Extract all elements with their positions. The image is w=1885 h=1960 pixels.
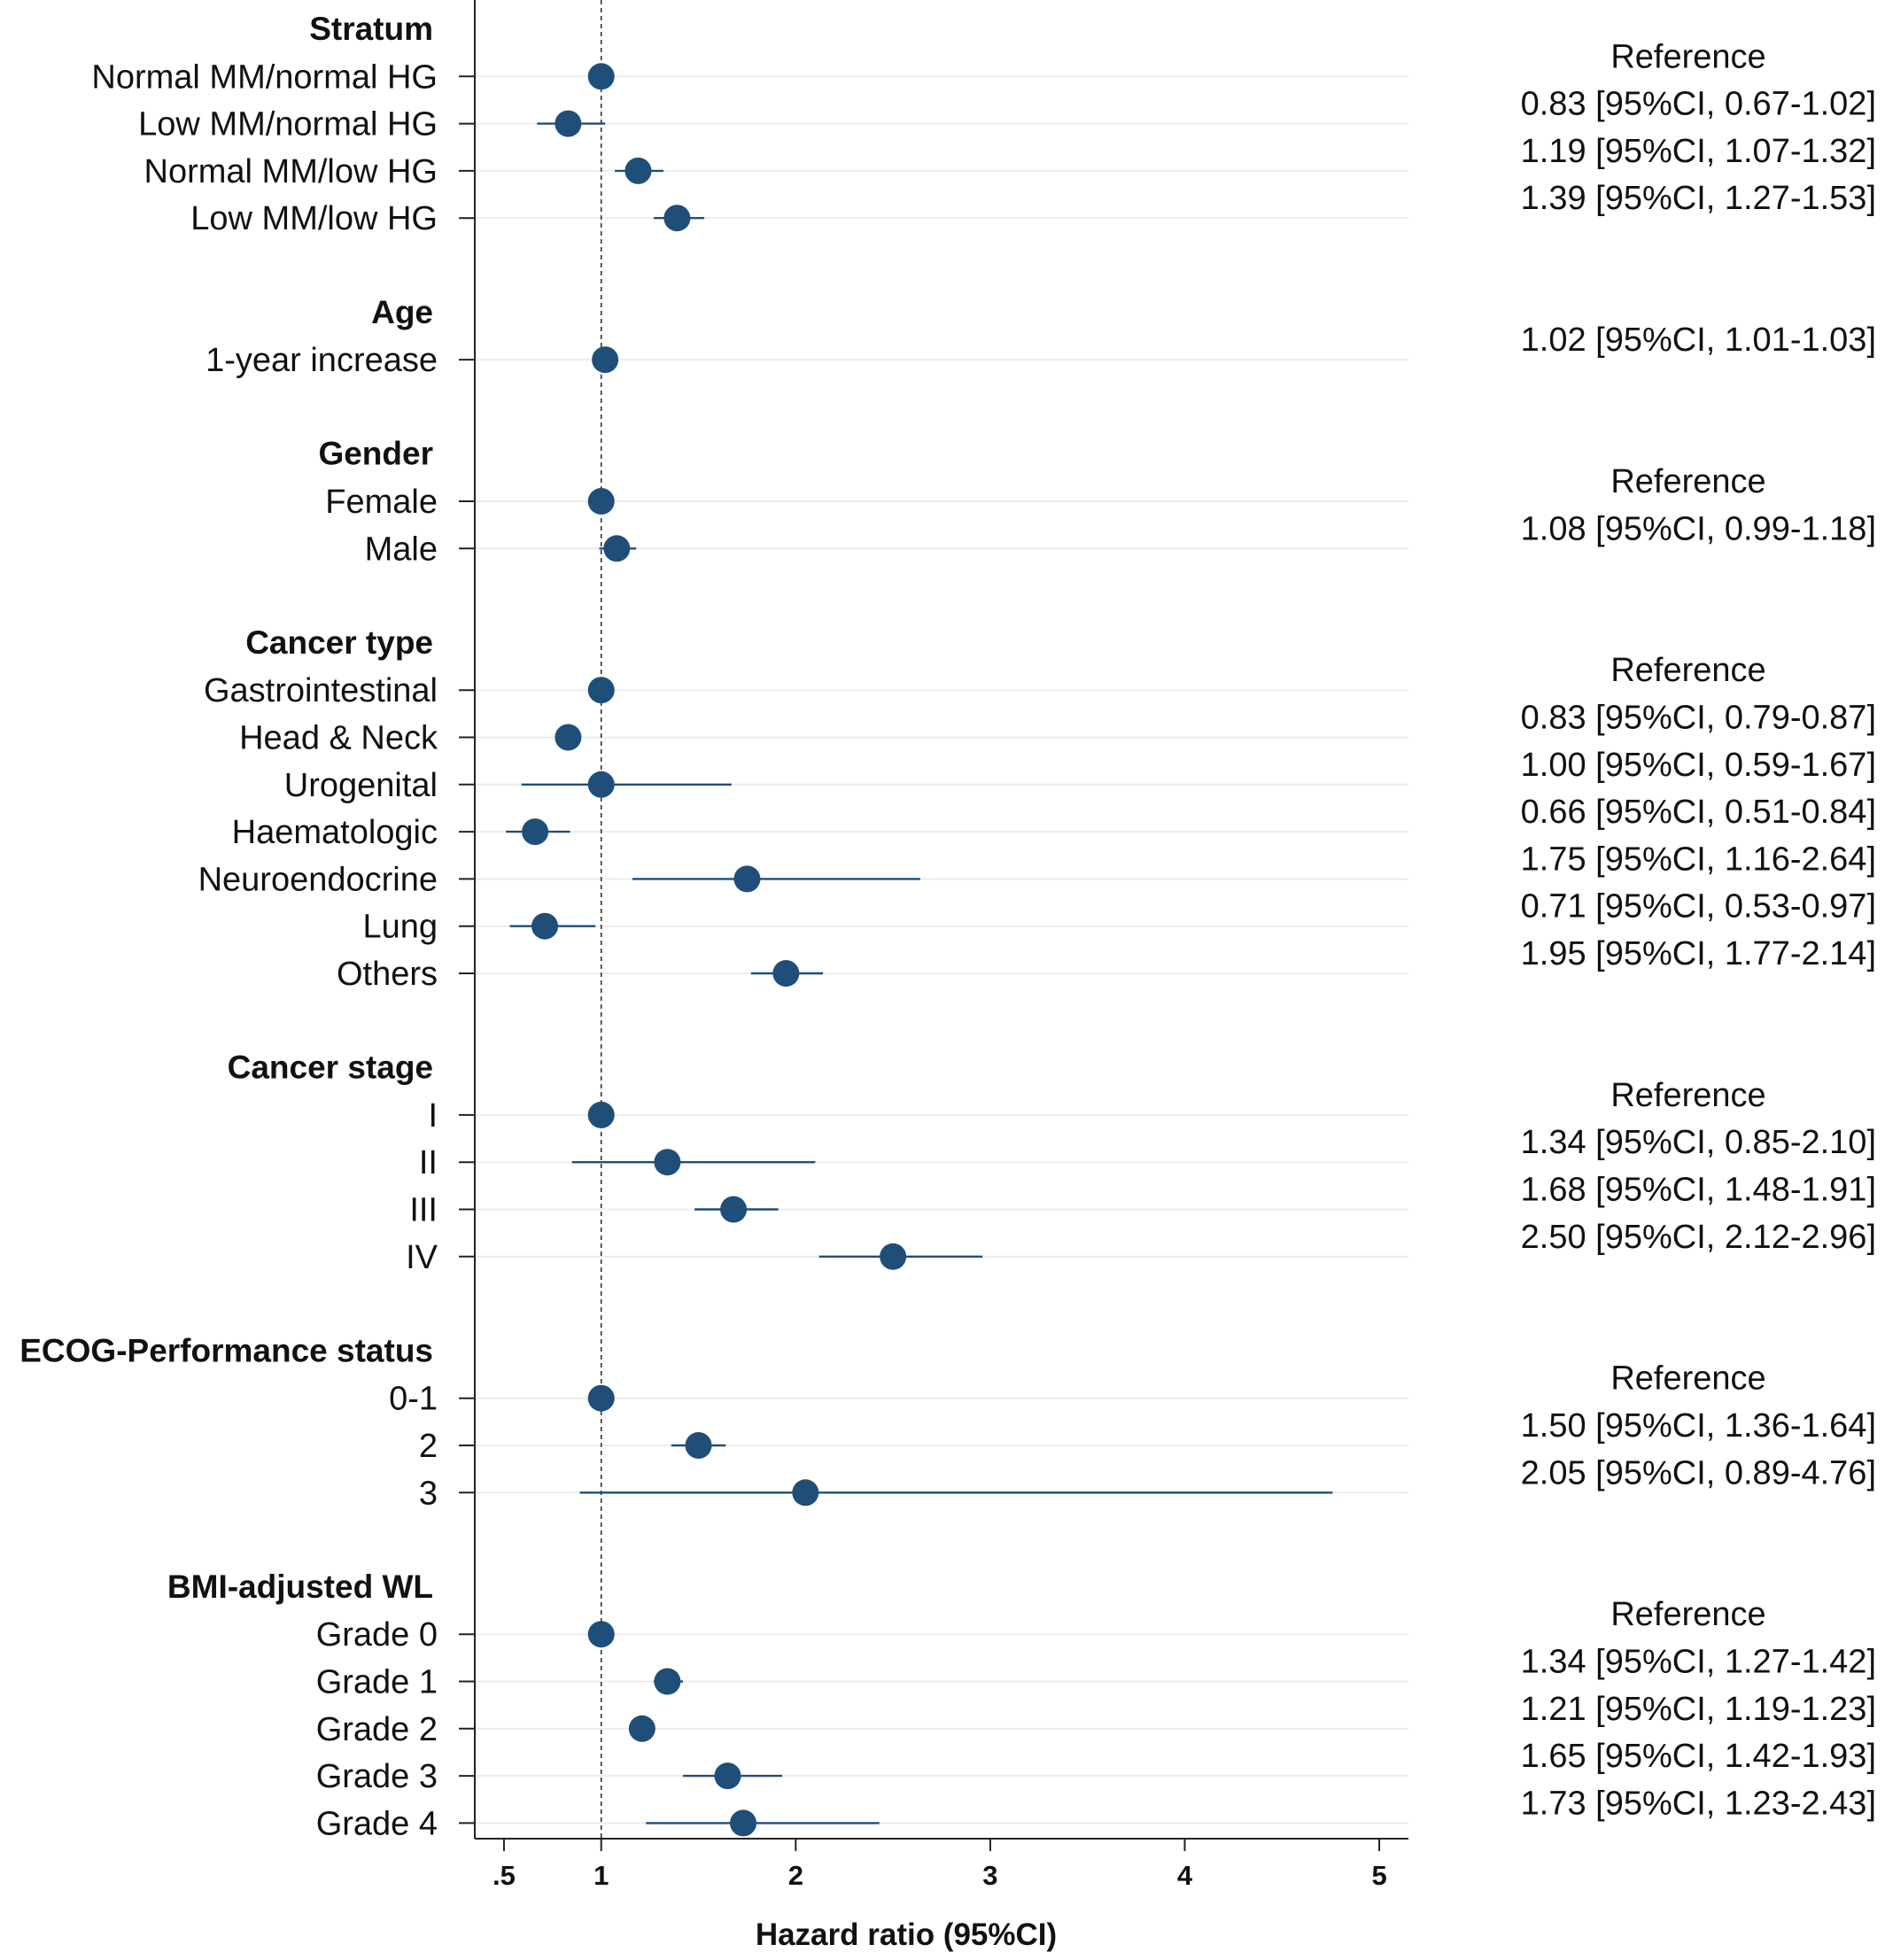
estimate-text: Reference <box>1610 1360 1765 1398</box>
estimate-text: 1.50 [95%CI, 1.36-1.64] <box>1521 1407 1876 1445</box>
point-estimate <box>685 1432 712 1459</box>
estimate-text: 0.71 [95%CI, 0.53-0.97] <box>1521 888 1876 926</box>
estimate-text: Reference <box>1610 1077 1765 1114</box>
row-label: 0-1 <box>389 1381 438 1418</box>
point-estimate <box>720 1196 748 1223</box>
row-label: Female <box>325 484 438 521</box>
row-labels: Stratum Normal MM/normal HG Low MM/normal … <box>19 11 438 1842</box>
estimate-text: 2.05 [95%CI, 0.89-4.76] <box>1521 1454 1876 1491</box>
point-estimate <box>663 205 691 232</box>
point-estimate <box>654 1668 681 1695</box>
point-estimate <box>587 771 615 798</box>
group-header: Age <box>371 294 433 330</box>
row-label: Lung <box>362 909 438 946</box>
estimate-text: 1.75 [95%CI, 1.16-2.64] <box>1521 841 1876 878</box>
estimate-text: 1.34 [95%CI, 0.85-2.10] <box>1521 1124 1876 1161</box>
row-label: 1-year increase <box>206 342 438 379</box>
x-axis-label: Hazard ratio (95%CI) <box>756 1917 1057 1952</box>
point-estimate <box>714 1762 741 1790</box>
group-header: BMI-adjusted WL <box>167 1569 433 1605</box>
x-tick-label: 1 <box>593 1860 609 1891</box>
estimate-text: Reference <box>1610 1596 1765 1633</box>
group-header: Cancer type <box>245 624 433 661</box>
estimate-text: 0.66 [95%CI, 0.51-0.84] <box>1521 794 1876 831</box>
group-header: Cancer stage <box>228 1050 433 1086</box>
row-label: Urogenital <box>284 767 438 804</box>
row-label: Others <box>337 956 438 993</box>
point-estimate <box>730 1809 757 1837</box>
row-label: IV <box>406 1239 438 1276</box>
point-estimate <box>603 535 631 562</box>
estimate-text: 1.02 [95%CI, 1.01-1.03] <box>1521 322 1876 359</box>
row-label: Grade 1 <box>316 1664 438 1701</box>
row-label: Head & Neck <box>239 720 438 757</box>
group-header: ECOG-Performance status <box>19 1332 433 1368</box>
estimate-text: 0.83 [95%CI, 0.67-1.02] <box>1521 86 1876 123</box>
point-estimate <box>628 1715 655 1742</box>
x-tick-label: 3 <box>982 1860 997 1891</box>
point-estimate <box>531 912 559 940</box>
point-estimate <box>624 157 652 184</box>
axes: .5 1 2 3 4 5 <box>459 0 1408 1891</box>
point-estimate <box>555 724 582 751</box>
group-header: Stratum <box>309 11 433 47</box>
x-tick-label: .5 <box>493 1860 516 1891</box>
row-label: Grade 0 <box>316 1616 438 1654</box>
row-label: II <box>419 1144 438 1181</box>
x-tick-label: 4 <box>1177 1860 1193 1891</box>
row-label: Low MM/low HG <box>190 200 438 237</box>
estimate-text: 1.21 [95%CI, 1.19-1.23] <box>1521 1691 1876 1728</box>
row-label: Normal MM/normal HG <box>91 58 438 96</box>
point-estimate <box>792 1479 819 1507</box>
point-estimate <box>880 1243 907 1270</box>
estimate-text: 1.65 [95%CI, 1.42-1.93] <box>1521 1738 1876 1775</box>
estimate-text: 0.83 [95%CI, 0.79-0.87] <box>1521 700 1876 737</box>
point-estimate <box>587 1621 615 1648</box>
point-estimates <box>522 63 907 1837</box>
estimate-text: Reference <box>1610 652 1765 689</box>
estimate-text: 1.34 [95%CI, 1.27-1.42] <box>1521 1644 1876 1681</box>
estimate-text: 1.00 [95%CI, 0.59-1.67] <box>1521 747 1876 784</box>
point-estimate <box>733 865 761 893</box>
estimate-text: Reference <box>1610 38 1765 75</box>
row-label: Male <box>365 531 438 568</box>
point-estimate <box>587 1101 615 1128</box>
estimate-text: Reference <box>1610 463 1765 500</box>
row-label: Normal MM/low HG <box>144 153 438 190</box>
x-tick-label: 5 <box>1371 1860 1386 1891</box>
row-label: Neuroendocrine <box>198 861 438 898</box>
row-label: I <box>428 1097 438 1135</box>
row-label: Gastrointestinal <box>204 672 438 709</box>
estimate-text: 1.68 [95%CI, 1.48-1.91] <box>1521 1172 1876 1209</box>
estimate-texts: Reference 0.83 [95%CI, 0.67-1.02] 1.19 [95… <box>1521 38 1876 1822</box>
group-header: Gender <box>318 436 433 472</box>
estimate-text: 1.73 [95%CI, 1.23-2.43] <box>1521 1785 1876 1822</box>
point-estimate <box>587 488 615 515</box>
row-label: Low MM/normal HG <box>138 106 438 143</box>
estimate-text: 1.39 [95%CI, 1.27-1.53] <box>1521 180 1876 217</box>
row-label: Haematologic <box>232 814 438 851</box>
row-label: Grade 3 <box>316 1758 438 1795</box>
point-estimate <box>587 677 615 704</box>
estimate-text: 1.08 [95%CI, 0.99-1.18] <box>1521 510 1876 547</box>
point-estimate <box>522 818 549 846</box>
estimate-text: 1.19 [95%CI, 1.07-1.32] <box>1521 133 1876 170</box>
row-label: III <box>409 1192 438 1229</box>
row-label: Grade 4 <box>316 1805 438 1842</box>
point-estimate <box>592 346 619 374</box>
x-tick-label: 2 <box>788 1860 803 1891</box>
estimate-text: 1.95 [95%CI, 1.77-2.14] <box>1521 935 1876 972</box>
point-estimate <box>587 63 615 90</box>
row-label: 3 <box>419 1475 438 1512</box>
point-estimate <box>654 1149 681 1176</box>
row-label: Grade 2 <box>316 1711 438 1748</box>
point-estimate <box>555 110 582 137</box>
estimate-text: 2.50 [95%CI, 2.12-2.96] <box>1521 1219 1876 1256</box>
point-estimate <box>587 1384 615 1412</box>
grid-lines <box>475 75 1408 1824</box>
row-label: 2 <box>419 1428 438 1465</box>
point-estimate <box>772 960 800 987</box>
